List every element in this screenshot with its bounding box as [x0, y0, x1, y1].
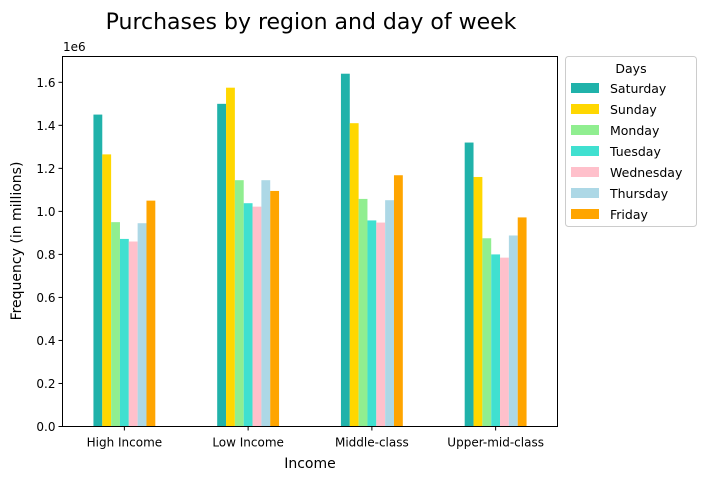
bar-tuesday-4	[491, 254, 501, 427]
x-tick-label: Upper-mid-class	[447, 436, 544, 450]
plot-area-frame	[62, 56, 558, 427]
bar-friday-2	[270, 190, 280, 427]
bar-thursday-4	[508, 235, 518, 427]
bar-monday-1	[111, 222, 120, 427]
bar-sunday-4	[473, 176, 483, 427]
bar-monday-2	[234, 180, 244, 427]
y-tick-label: 0.8	[36, 248, 55, 262]
bar-friday-1	[146, 200, 156, 427]
bar-wednesday-4	[500, 257, 509, 427]
x-tick-label: Low Income	[212, 436, 284, 450]
y-tick-label: 1.0	[36, 205, 55, 219]
legend-label-saturday: Saturday	[610, 81, 667, 96]
bar-sunday-1	[102, 154, 112, 427]
y-tick-label: 0.4	[36, 334, 55, 348]
legend-swatch-friday	[571, 209, 599, 219]
y-tick-label: 0.6	[36, 291, 55, 305]
legend-items: Saturday Sunday Monday Tuesday Wednesday Thur…	[571, 81, 683, 222]
bar-tuesday-1	[119, 238, 129, 427]
legend-swatch-thursday	[571, 188, 599, 198]
bar-friday-4	[517, 217, 527, 427]
y-tick-label: 1.6	[36, 76, 55, 90]
legend: Days Saturday Sunday Monday Tuesday Wednesda…	[565, 56, 697, 227]
y-axis: 0.0 0.2 0.4 0.6 0.8 1.0 1.2 1.4 1.6	[36, 76, 63, 434]
bar-thursday-3	[385, 200, 394, 427]
bar-saturday-1	[93, 114, 103, 427]
legend-swatch-wednesday	[571, 167, 599, 177]
legend-swatch-saturday	[571, 83, 599, 93]
bar-saturday-3	[340, 73, 350, 427]
bar-tuesday-2	[243, 203, 253, 427]
legend-swatch-tuesday	[571, 146, 599, 156]
legend-label-tuesday: Tuesday	[609, 144, 661, 159]
y-tick-label: 0.0	[36, 420, 55, 434]
bar-monday-3	[358, 198, 368, 427]
legend-swatch-monday	[571, 125, 599, 135]
y-axis-offset-label: 1e6	[63, 40, 86, 54]
bar-wednesday-2	[252, 206, 262, 427]
x-tick-label: High Income	[87, 436, 163, 450]
bar-sunday-2	[226, 87, 235, 427]
legend-box	[565, 56, 697, 227]
legend-label-sunday: Sunday	[610, 102, 657, 117]
x-axis-label: Income	[284, 456, 336, 472]
bar-wednesday-3	[376, 222, 386, 427]
bar-tuesday-3	[367, 220, 377, 427]
bars-group	[93, 73, 527, 427]
legend-label-friday: Friday	[610, 207, 648, 222]
legend-label-monday: Monday	[610, 123, 660, 138]
y-tick-label: 1.2	[36, 162, 55, 176]
y-tick-label: 1.4	[36, 119, 55, 133]
bar-monday-4	[482, 238, 492, 427]
bar-saturday-4	[464, 142, 474, 427]
legend-label-wednesday: Wednesday	[610, 165, 683, 180]
bar-sunday-3	[349, 123, 359, 427]
y-axis-label: Frequency (in millions)	[9, 162, 25, 321]
chart-title: Purchases by region and day of week	[106, 10, 517, 35]
legend-swatch-sunday	[571, 104, 599, 114]
bar-saturday-2	[217, 103, 227, 427]
y-tick-label: 0.2	[36, 377, 55, 391]
bar-thursday-2	[261, 180, 271, 427]
bar-thursday-1	[137, 223, 147, 427]
x-tick-label: Middle-class	[335, 436, 409, 450]
legend-title: Days	[615, 61, 646, 76]
legend-label-thursday: Thursday	[609, 186, 669, 201]
x-axis: High Income Low Income Middle-class Upper-m…	[87, 426, 544, 450]
bar-friday-3	[393, 175, 403, 427]
bar-wednesday-1	[128, 241, 138, 427]
